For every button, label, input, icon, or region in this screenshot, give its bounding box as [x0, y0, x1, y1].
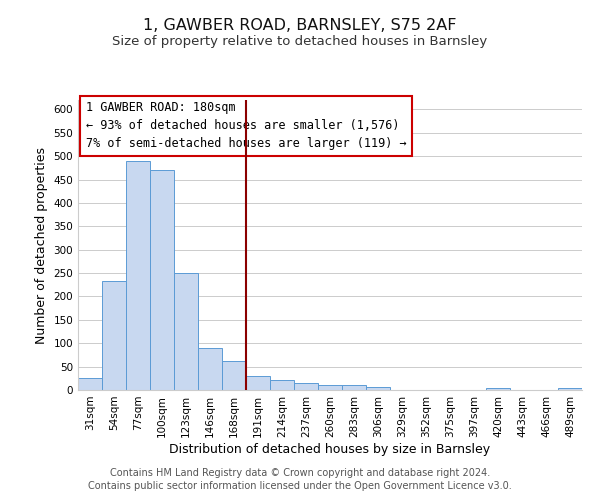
- Bar: [294, 384, 318, 390]
- X-axis label: Distribution of detached houses by size in Barnsley: Distribution of detached houses by size …: [169, 442, 491, 456]
- Bar: [126, 161, 150, 390]
- Bar: [342, 386, 366, 390]
- Bar: [174, 273, 198, 390]
- Text: 1, GAWBER ROAD, BARNSLEY, S75 2AF: 1, GAWBER ROAD, BARNSLEY, S75 2AF: [143, 18, 457, 32]
- Bar: [558, 388, 582, 390]
- Bar: [198, 348, 222, 390]
- Text: Size of property relative to detached houses in Barnsley: Size of property relative to detached ho…: [112, 35, 488, 48]
- Bar: [366, 386, 390, 390]
- Bar: [318, 386, 342, 390]
- Bar: [246, 376, 270, 390]
- Bar: [78, 378, 102, 390]
- Bar: [270, 380, 294, 390]
- Text: Contains public sector information licensed under the Open Government Licence v3: Contains public sector information licen…: [88, 481, 512, 491]
- Text: Contains HM Land Registry data © Crown copyright and database right 2024.: Contains HM Land Registry data © Crown c…: [110, 468, 490, 477]
- Bar: [486, 388, 510, 390]
- Bar: [222, 361, 246, 390]
- Bar: [150, 170, 174, 390]
- Text: 1 GAWBER ROAD: 180sqm
← 93% of detached houses are smaller (1,576)
7% of semi-de: 1 GAWBER ROAD: 180sqm ← 93% of detached …: [86, 102, 406, 150]
- Bar: [102, 282, 126, 390]
- Y-axis label: Number of detached properties: Number of detached properties: [35, 146, 48, 344]
